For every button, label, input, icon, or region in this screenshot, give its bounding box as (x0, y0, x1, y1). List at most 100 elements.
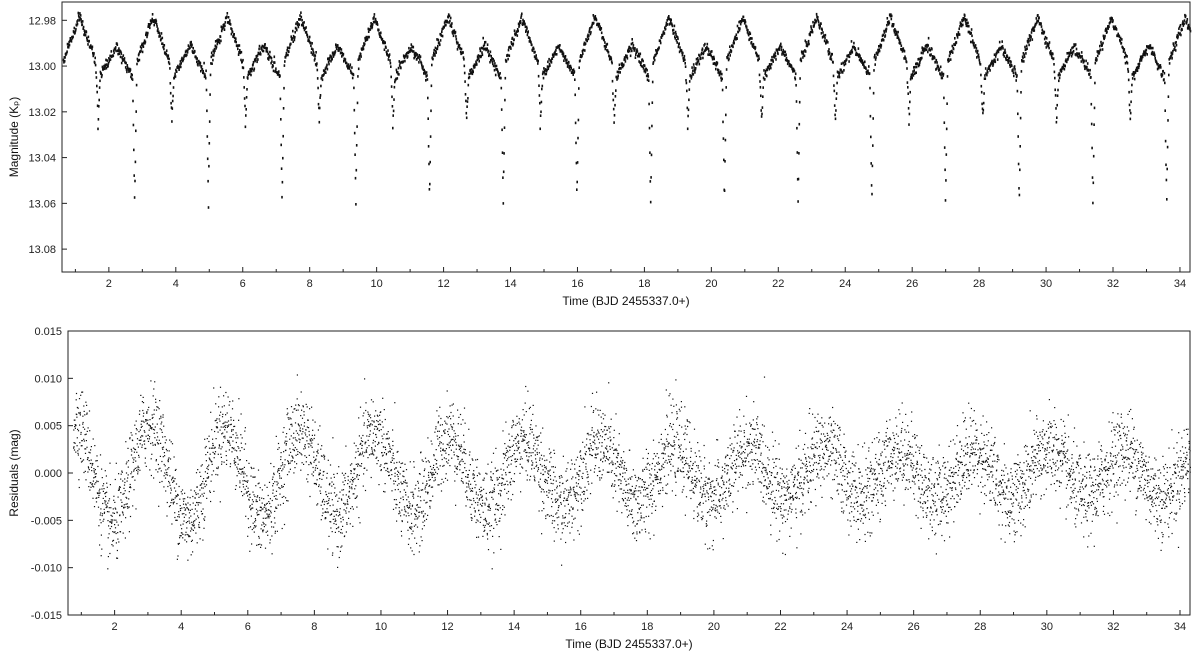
light-curve-point (636, 50, 639, 53)
residual-point (223, 405, 225, 407)
residual-point (448, 415, 451, 417)
light-curve-point (768, 65, 770, 68)
light-curve-point (186, 53, 188, 57)
residual-point (350, 478, 352, 481)
residual-point (260, 528, 262, 530)
residual-point (279, 467, 281, 469)
light-curve-point (854, 48, 857, 52)
light-curve-point (1149, 44, 1152, 47)
residual-point (282, 464, 284, 466)
residual-point (384, 418, 386, 421)
light-curve-point (943, 121, 946, 124)
light-curve-point (617, 74, 619, 78)
residual-point (125, 472, 128, 474)
residual-point (234, 449, 236, 451)
light-curve-point (759, 80, 761, 83)
light-curve-point (340, 51, 342, 54)
residual-point (422, 489, 424, 491)
light-curve-point (647, 75, 650, 78)
residual-point (404, 510, 406, 512)
residual-point (234, 464, 236, 466)
light-curve-point (132, 99, 134, 103)
residual-point (277, 471, 279, 473)
light-curve-point (130, 75, 132, 79)
light-curve-point (387, 58, 390, 61)
light-curve-point (418, 61, 420, 64)
light-curve-point (82, 27, 84, 30)
residual-point (459, 447, 461, 449)
light-curve-point (129, 68, 132, 71)
residual-point (258, 535, 260, 538)
light-curve-point (249, 68, 251, 71)
residual-point (415, 524, 417, 526)
light-curve-point (367, 27, 370, 31)
residual-point (101, 513, 104, 515)
residual-point (75, 399, 77, 401)
residual-point (178, 514, 180, 516)
residual-point (273, 526, 275, 528)
light-curve-point (630, 47, 632, 50)
residual-point (271, 553, 273, 555)
residual-point (416, 526, 419, 528)
residual-point (403, 470, 405, 472)
light-curve-point (326, 63, 328, 67)
residual-point (400, 462, 402, 465)
light-curve-point (186, 50, 189, 54)
residual-point (195, 492, 197, 494)
residual-point (281, 470, 283, 472)
residual-point (351, 506, 353, 508)
light-curve-point (571, 69, 574, 72)
residual-point (388, 475, 390, 477)
light-curve-point (909, 77, 912, 81)
light-curve-point (81, 23, 84, 26)
light-curve-point (172, 86, 175, 89)
residual-point (112, 531, 114, 533)
light-curve-point (1173, 48, 1176, 51)
light-curve-point (766, 74, 768, 78)
light-curve-point (565, 61, 568, 65)
residual-point (427, 514, 429, 516)
light-curve-point (784, 58, 787, 62)
residual-point (84, 414, 86, 416)
residual-point (301, 454, 303, 456)
light-curve-point (830, 58, 833, 61)
residual-point (298, 434, 300, 436)
light-curve-point (221, 27, 224, 31)
residual-point (270, 521, 273, 523)
light-curve-point (284, 56, 287, 59)
residual-point (193, 525, 195, 527)
light-curve-point (1104, 34, 1106, 38)
residual-point (149, 425, 152, 427)
residual-point (273, 472, 275, 474)
light-curve-point (983, 92, 985, 95)
residual-point (190, 527, 192, 529)
residual-point (349, 464, 352, 466)
residual-point (415, 509, 417, 511)
light-curve-point (115, 49, 117, 53)
light-curve-point (106, 59, 109, 62)
light-curve-point (133, 148, 135, 152)
residual-point (331, 481, 333, 483)
light-curve-point (376, 21, 378, 24)
light-curve-point (108, 57, 110, 60)
light-curve-point (584, 42, 587, 45)
residual-point (241, 437, 243, 439)
residual-point (289, 438, 291, 440)
residual-point (377, 427, 379, 429)
residual-point (253, 531, 255, 533)
light-curve-point (315, 64, 318, 67)
residual-point (265, 507, 267, 509)
residual-point (225, 455, 227, 457)
light-curve-point (375, 20, 377, 23)
light-curve-point (98, 98, 100, 102)
light-curve-point (1031, 38, 1034, 41)
residual-point (336, 472, 338, 475)
light-curve-point (685, 81, 688, 85)
residual-point (208, 457, 210, 459)
residual-point (207, 466, 209, 468)
residual-point (403, 506, 406, 508)
residual-point (435, 426, 437, 428)
light-curve-point (151, 17, 153, 21)
residual-point (317, 452, 319, 454)
light-curve-point (902, 47, 905, 50)
